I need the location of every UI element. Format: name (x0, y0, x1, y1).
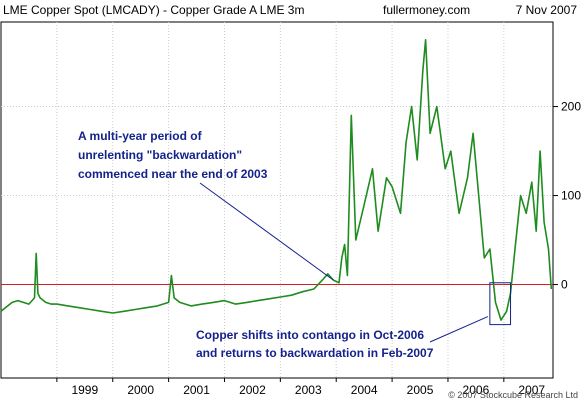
y-tick-label: 0 (561, 278, 568, 292)
annotation-pointer-line (199, 182, 334, 281)
annotation-line-2: unrelenting "backwardation" (78, 148, 242, 162)
annotation-backwardation: A multi-year period of unrelenting "back… (78, 129, 334, 281)
x-tick-label: 2000 (127, 383, 154, 397)
x-tick-label: 2001 (183, 383, 210, 397)
annotation-line-1: A multi-year period of (78, 129, 203, 143)
annotation-line-2: and returns to backwardation in Feb-2007 (196, 346, 434, 360)
annotation-line-1: Copper shifts into contango in Oct-2006 (196, 328, 424, 342)
copper-series-line (0, 38, 553, 321)
x-axis: 1999 2000 2001 2002 2003 2004 2005 2006 2007 (56, 378, 545, 397)
contango-highlight-box (489, 282, 512, 326)
copyright-label: © 2007 Stockcube Research Ltd (448, 390, 578, 400)
annotation-line-3: commenced near the end of 2003 (78, 167, 268, 181)
source-label: fullermoney.com (383, 3, 470, 17)
x-tick-label: 2003 (295, 383, 322, 397)
x-tick-label: 2005 (407, 383, 434, 397)
x-tick-label: 2007 (518, 383, 545, 397)
plot-frame (0, 21, 554, 379)
y-tick-label: 200 (561, 100, 581, 114)
x-tick-label: 2006 (463, 383, 490, 397)
x-tick-label: 2002 (239, 383, 266, 397)
annotation-pointer-line (429, 316, 489, 343)
x-tick-label: 1999 (71, 383, 98, 397)
grid-lines (1, 22, 553, 378)
annotation-contango: Copper shifts into contango in Oct-2006 … (196, 282, 512, 360)
chart-date: 7 Nov 2007 (516, 3, 578, 17)
y-tick-label: 100 (561, 189, 581, 203)
x-tick-label: 2004 (351, 383, 378, 397)
y-axis: 0 100 200 (553, 100, 581, 292)
chart-title: LME Copper Spot (LMCADY) - Copper Grade … (3, 3, 304, 17)
